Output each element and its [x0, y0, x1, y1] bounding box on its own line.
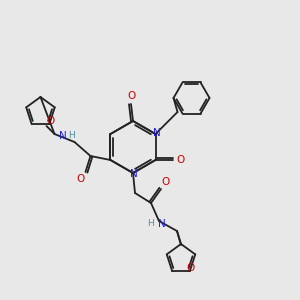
Text: O: O: [162, 177, 170, 187]
Text: O: O: [176, 155, 184, 165]
Text: H: H: [68, 131, 75, 140]
Text: O: O: [46, 116, 54, 126]
Text: O: O: [76, 174, 85, 184]
Text: N: N: [158, 219, 166, 229]
Text: O: O: [127, 91, 135, 101]
Text: N: N: [153, 128, 160, 138]
Text: O: O: [186, 263, 195, 273]
Text: H: H: [148, 220, 154, 229]
Text: N: N: [58, 131, 66, 141]
Text: N: N: [130, 169, 138, 179]
